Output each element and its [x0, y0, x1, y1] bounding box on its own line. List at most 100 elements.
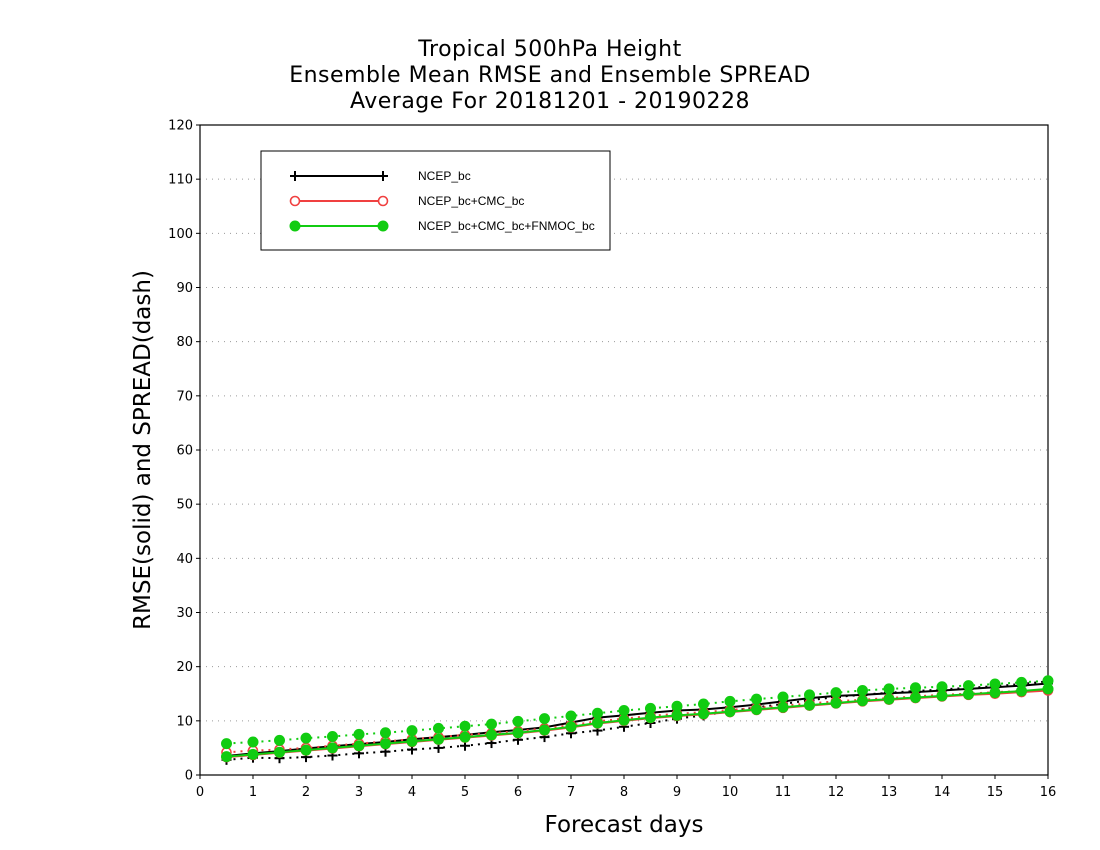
- x-tick-label-10: 10: [722, 785, 739, 800]
- chart-title-line-3: Average For 20181201 - 20190228: [349, 89, 751, 114]
- x-tick-label-15: 15: [987, 785, 1004, 800]
- legend-entry-ncep-bc: NCEP_bc: [290, 169, 471, 183]
- spread-point-ncep-bc-cmc-bc-fnmoc-bc-6.5: [539, 713, 550, 725]
- series-group: [221, 675, 1054, 765]
- spread-point-ncep-bc-cmc-bc-fnmoc-bc-2.5: [327, 731, 338, 743]
- y-tick-label-30: 30: [176, 606, 193, 621]
- spread-point-ncep-bc-cmc-bc-fnmoc-bc-0.5: [221, 738, 232, 750]
- spread-point-ncep-bc-cmc-bc-fnmoc-bc-10.5: [751, 693, 762, 705]
- spread-point-ncep-bc-cmc-bc-fnmoc-bc-15.5: [1016, 676, 1027, 688]
- rmse-point-ncep-bc-cmc-bc-fnmoc-bc-7.5: [592, 717, 603, 729]
- rmse-point-ncep-bc-cmc-bc-fnmoc-bc-11.5: [804, 699, 815, 711]
- spread-point-ncep-bc-cmc-bc-fnmoc-bc-3.5: [380, 727, 391, 739]
- series-ncep-bc: [221, 676, 1053, 765]
- chart-title-line-1: Tropical 500hPa Height: [418, 37, 682, 62]
- spread-line-ncep-bc-cmc-bc-fnmoc-bc: [226, 679, 1049, 745]
- rmse-point-ncep-bc-cmc-bc-fnmoc-bc-0.5: [221, 751, 232, 763]
- x-tick-label-3: 3: [355, 785, 363, 800]
- rmse-point-ncep-bc-cmc-bc-fnmoc-bc-5: [459, 731, 471, 743]
- x-tick-label-11: 11: [775, 785, 792, 800]
- rmse-point-ncep-bc-cmc-bc-fnmoc-bc-2.5: [327, 742, 338, 754]
- rmse-point-ncep-bc-cmc-bc-fnmoc-bc-9.5: [698, 708, 709, 720]
- rmse-line-ncep-bc-cmc-bc-fnmoc-bc: [226, 687, 1049, 758]
- y-tick-label-10: 10: [176, 714, 193, 729]
- rmse-point-ncep-bc-cmc-bc-fnmoc-bc-9: [671, 709, 683, 721]
- legend-marker-right-ncep-bc-cmc-bc-fnmoc-bc: [377, 220, 389, 232]
- x-tick-label-16: 16: [1040, 785, 1057, 800]
- spread-point-ncep-bc-cmc-bc-fnmoc-bc-10: [724, 695, 736, 707]
- rmse-point-ncep-bc-cmc-bc-fnmoc-bc-11: [777, 701, 789, 713]
- spread-point-ncep-bc-cmc-bc-fnmoc-bc-7: [565, 710, 577, 722]
- x-axis-label: Forecast days: [545, 812, 704, 838]
- y-tick-label-90: 90: [176, 281, 193, 296]
- spread-point-ncep-bc-cmc-bc-fnmoc-bc-16: [1042, 675, 1054, 687]
- legend-marker-right-ncep-bc: [378, 171, 388, 181]
- spread-point-ncep-bc-cmc-bc-fnmoc-bc-13: [883, 683, 895, 695]
- x-tick-label-5: 5: [461, 785, 469, 800]
- rmse-point-ncep-bc-cmc-bc-fnmoc-bc-3.5: [380, 738, 391, 750]
- spread-point-ncep-bc-cmc-bc-fnmoc-bc-14.5: [963, 680, 974, 692]
- legend-entry-ncep-bc-cmc-bc-fnmoc-bc: NCEP_bc+CMC_bc+FNMOC_bc: [289, 219, 595, 233]
- spread-line-ncep-bc-cmc-bc: [226, 688, 1049, 754]
- rmse-point-ncep-bc-cmc-bc-fnmoc-bc-13: [883, 693, 895, 705]
- rmse-point-ncep-bc-cmc-bc-fnmoc-bc-1.5: [274, 746, 285, 758]
- y-tick-label-50: 50: [176, 498, 193, 513]
- rmse-point-ncep-bc-cmc-bc-fnmoc-bc-13.5: [910, 692, 921, 704]
- spread-point-ncep-bc-cmc-bc-fnmoc-bc-1.5: [274, 734, 285, 746]
- legend-label-ncep-bc-cmc-bc: NCEP_bc+CMC_bc: [418, 194, 524, 208]
- spread-point-ncep-bc-cmc-bc-fnmoc-bc-4: [406, 725, 418, 737]
- rmse-point-ncep-bc-cmc-bc-fnmoc-bc-12.5: [857, 695, 868, 707]
- rmse-point-ncep-bc-cmc-bc-fnmoc-bc-12: [830, 697, 842, 709]
- spread-point-ncep-bc-cmc-bc-fnmoc-bc-3: [353, 728, 365, 740]
- rmse-point-ncep-bc-cmc-bc-fnmoc-bc-6.5: [539, 724, 550, 736]
- spread-point-ncep-bc-cmc-bc-fnmoc-bc-7.5: [592, 707, 603, 719]
- x-tick-label-9: 9: [673, 785, 681, 800]
- rmse-point-ncep-bc-cmc-bc-fnmoc-bc-14: [936, 690, 948, 702]
- y-tick-label-120: 120: [168, 119, 193, 134]
- x-tick-label-12: 12: [828, 785, 845, 800]
- legend-label-ncep-bc: NCEP_bc: [418, 169, 471, 183]
- spread-point-ncep-bc-cmc-bc-fnmoc-bc-15: [989, 678, 1001, 690]
- x-tick-label-2: 2: [302, 785, 310, 800]
- y-axis-label: RMSE(solid) and SPREAD(dash): [130, 270, 156, 630]
- spread-point-ncep-bc-cmc-bc-fnmoc-bc-5: [459, 720, 471, 732]
- spread-point-ncep-bc-cmc-bc-fnmoc-bc-11: [777, 691, 789, 703]
- x-tick-label-8: 8: [620, 785, 628, 800]
- spread-point-ncep-bc-cmc-bc-fnmoc-bc-11.5: [804, 689, 815, 701]
- y-tick-label-0: 0: [185, 769, 193, 784]
- y-tick-label-40: 40: [176, 552, 193, 567]
- y-tick-label-80: 80: [176, 335, 193, 350]
- x-tick-label-13: 13: [881, 785, 898, 800]
- legend-marker-right-ncep-bc-cmc-bc: [377, 195, 389, 207]
- rmse-point-ncep-bc-cmc-bc-fnmoc-bc-10: [724, 706, 736, 718]
- legend-marker-left-ncep-bc-cmc-bc-fnmoc-bc: [289, 220, 301, 232]
- x-tick-label-4: 4: [408, 785, 416, 800]
- rmse-point-ncep-bc-cmc-bc-fnmoc-bc-4.5: [433, 733, 444, 745]
- spread-point-ncep-bc-cmc-bc-fnmoc-bc-8: [618, 705, 630, 717]
- x-tick-label-14: 14: [934, 785, 951, 800]
- legend-entry-ncep-bc-cmc-bc: NCEP_bc+CMC_bc: [289, 194, 524, 208]
- spread-point-ncep-bc-cmc-bc-fnmoc-bc-9: [671, 700, 683, 712]
- rmse-point-ncep-bc-cmc-bc-fnmoc-bc-8: [618, 714, 630, 726]
- legend-marker-left-ncep-bc-cmc-bc: [289, 195, 301, 207]
- rmse-point-ncep-bc-cmc-bc-fnmoc-bc-2: [300, 744, 312, 756]
- y-tick-label-60: 60: [176, 444, 193, 459]
- rmse-point-ncep-bc-cmc-bc-fnmoc-bc-8.5: [645, 712, 656, 724]
- spread-point-ncep-bc-cmc-bc-fnmoc-bc-2: [300, 732, 312, 744]
- rmse-point-ncep-bc-cmc-bc-fnmoc-bc-4: [406, 735, 418, 747]
- rmse-point-ncep-bc-cmc-bc-fnmoc-bc-10.5: [751, 703, 762, 715]
- spread-point-ncep-bc-cmc-bc-fnmoc-bc-4.5: [433, 722, 444, 734]
- y-tick-label-100: 100: [168, 227, 193, 242]
- spread-point-ncep-bc-cmc-bc-fnmoc-bc-14: [936, 681, 948, 693]
- spread-point-ncep-bc-cmc-bc-fnmoc-bc-12.5: [857, 685, 868, 696]
- rmse-point-ncep-bc-cmc-bc-fnmoc-bc-3: [353, 740, 365, 752]
- rmse-point-ncep-bc-cmc-bc-fnmoc-bc-1: [247, 748, 259, 760]
- y-tick-label-20: 20: [176, 660, 193, 675]
- legend-label-ncep-bc-cmc-bc-fnmoc-bc: NCEP_bc+CMC_bc+FNMOC_bc: [418, 219, 595, 233]
- spread-point-ncep-bc-cmc-bc-fnmoc-bc-6: [512, 715, 524, 727]
- y-tick-label-110: 110: [168, 173, 193, 188]
- legend: NCEP_bc NCEP_bc+CMC_bc NCEP_bc+CMC_bc+FNMO…: [260, 150, 611, 251]
- spread-point-ncep-bc-cmc-bc-fnmoc-bc-12: [830, 687, 842, 699]
- spread-point-ncep-bc-cmc-bc-fnmoc-bc-5.5: [486, 718, 497, 730]
